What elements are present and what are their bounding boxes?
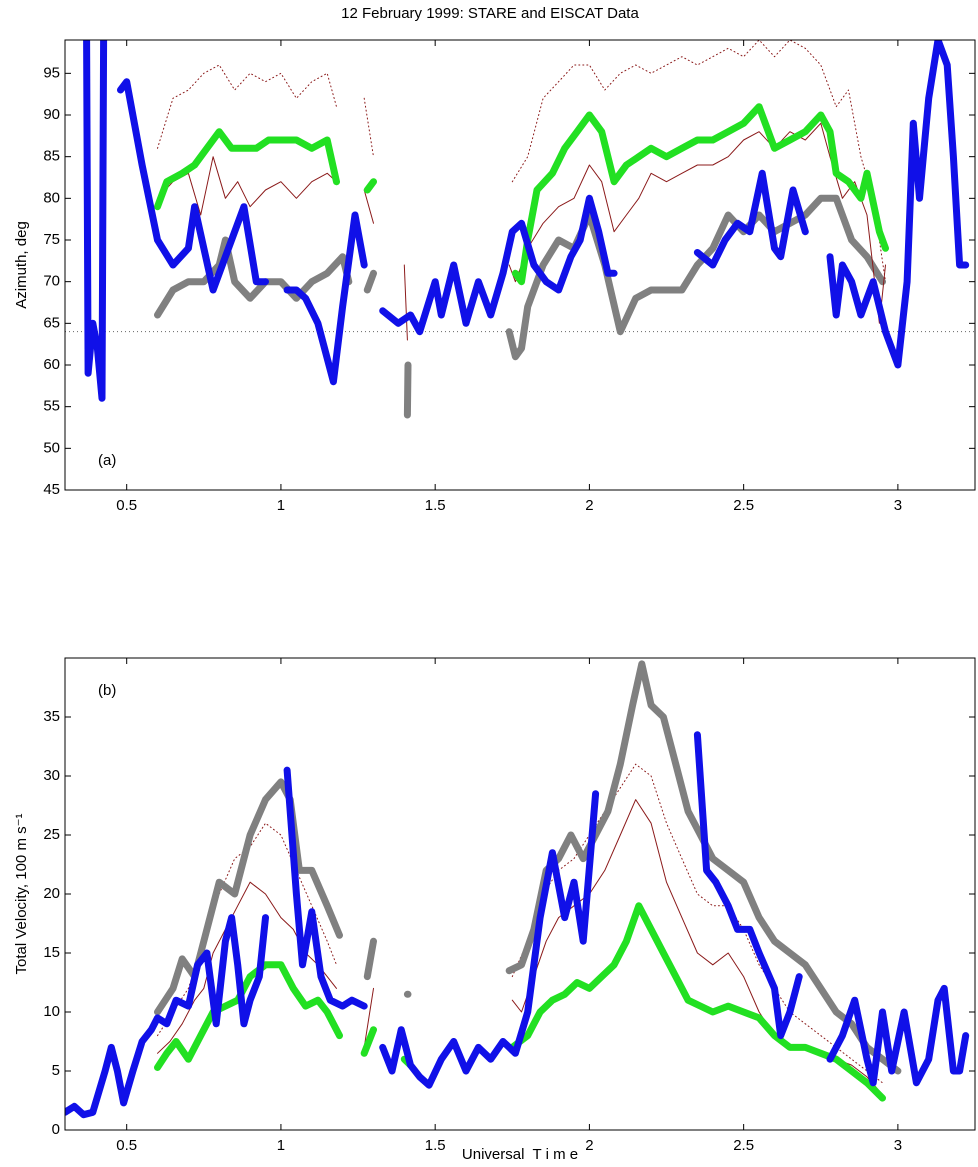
x-tick-label: 1.5 [425, 1137, 446, 1154]
series-dots [154, 902, 886, 1102]
y-tick-label: 90 [43, 106, 60, 123]
y-tick-label: 35 [43, 708, 60, 725]
x-tick-label: 1.5 [425, 497, 446, 514]
panel-label: (b) [98, 682, 116, 699]
x-tick-label: 2.5 [733, 497, 754, 514]
series-dots [65, 731, 970, 1119]
axes-frame [64, 39, 976, 491]
x-tick-label: 0.5 [116, 497, 137, 514]
y-tick-label: 0 [52, 1121, 60, 1138]
series-line [157, 122, 886, 341]
y-tick-label: 55 [43, 398, 60, 415]
y-tick-label: 30 [43, 767, 60, 784]
y-tick-label: 20 [43, 885, 60, 902]
chart-title: 12 February 1999: STARE and EISCAT Data [341, 5, 639, 22]
x-tick-label: 3 [894, 1137, 902, 1154]
panel-label: (a) [98, 452, 116, 469]
x-tick-label: 3 [894, 497, 902, 514]
series-line [157, 799, 883, 1096]
y-tick-label: 80 [43, 189, 60, 206]
x-tick-label: 2 [585, 1137, 593, 1154]
x-axis-label: Universal T i m e [462, 1146, 578, 1163]
series-dots [83, 40, 970, 402]
axes-frame [64, 657, 976, 1131]
x-tick-label: 0.5 [116, 1137, 137, 1154]
plot-area [65, 660, 970, 1119]
series-dots [154, 103, 889, 286]
plot-area [65, 40, 975, 419]
x-tick-label: 1 [277, 497, 285, 514]
y-axis-label: Azimuth, deg [13, 221, 30, 309]
y-tick-label: 85 [43, 148, 60, 165]
y-tick-label: 25 [43, 826, 60, 843]
series-dotted [157, 40, 886, 283]
x-tick-label: 2.5 [733, 1137, 754, 1154]
y-tick-label: 15 [43, 944, 60, 961]
y-tick-label: 10 [43, 1003, 60, 1020]
y-tick-label: 50 [43, 439, 60, 456]
y-axis-label: Total Velocity, 100 m s⁻¹ [13, 813, 30, 974]
y-tick-label: 70 [43, 273, 60, 290]
y-tick-label: 75 [43, 231, 60, 248]
series-dotted [157, 763, 883, 1084]
y-tick-label: 45 [43, 481, 60, 498]
y-tick-label: 65 [43, 314, 60, 331]
series-dots [154, 194, 886, 419]
x-tick-label: 2 [585, 497, 593, 514]
series-dots [154, 660, 902, 1075]
y-tick-label: 5 [52, 1062, 60, 1079]
y-tick-label: 60 [43, 356, 60, 373]
x-tick-label: 1 [277, 1137, 285, 1154]
y-tick-label: 95 [43, 64, 60, 81]
